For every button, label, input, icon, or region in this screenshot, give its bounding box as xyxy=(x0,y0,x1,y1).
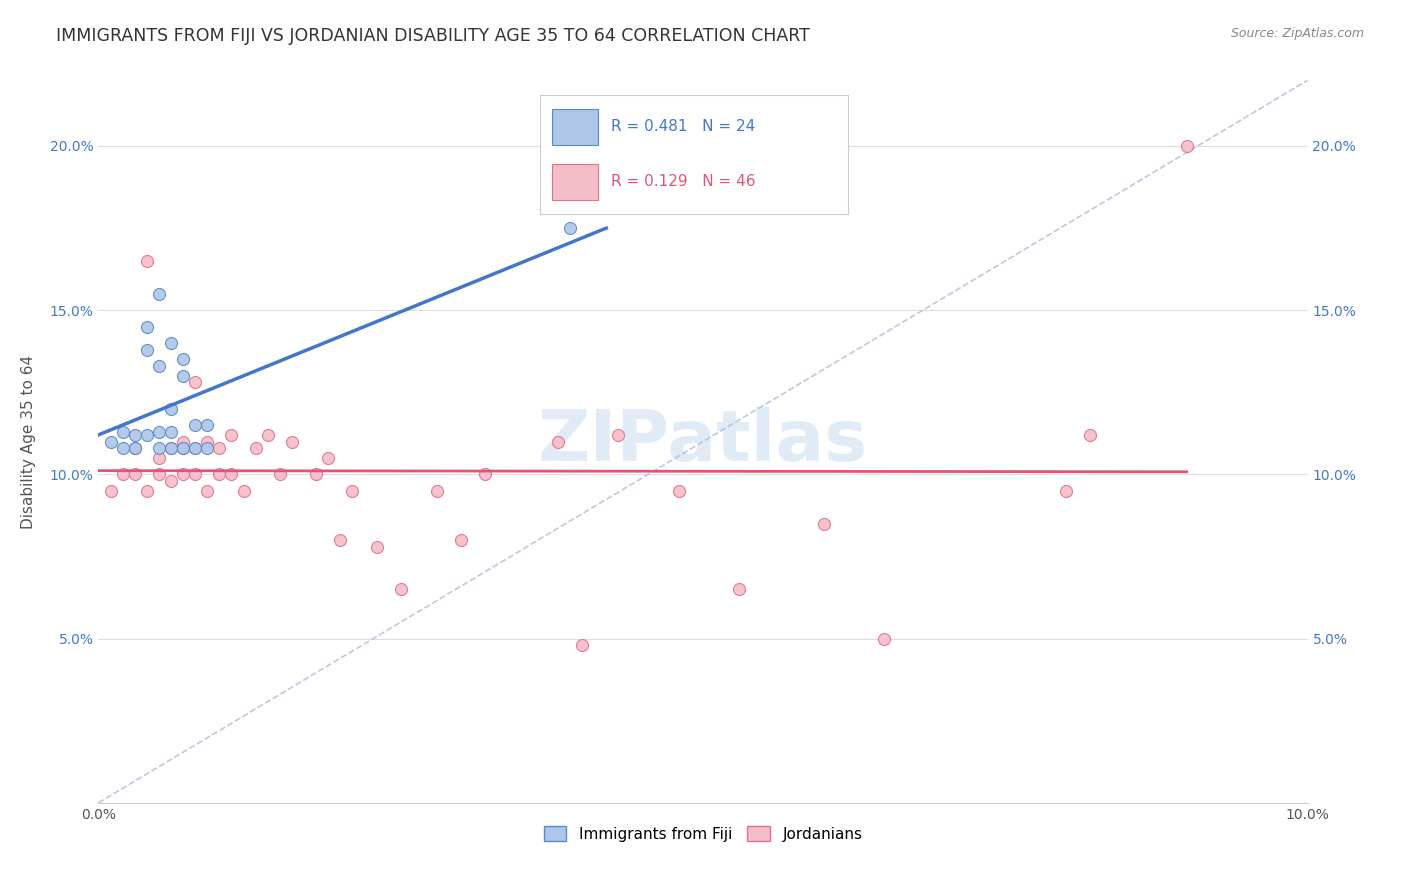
Point xyxy=(208,441,231,455)
Point xyxy=(184,441,207,455)
Point xyxy=(148,286,170,301)
Point xyxy=(208,467,231,482)
Text: Source: ZipAtlas.com: Source: ZipAtlas.com xyxy=(1230,27,1364,40)
Point xyxy=(184,467,207,482)
Point xyxy=(184,418,207,433)
Point xyxy=(124,441,146,455)
Point xyxy=(111,467,134,482)
Point xyxy=(160,474,183,488)
Point xyxy=(474,467,496,482)
Point xyxy=(450,533,472,547)
Point xyxy=(1078,428,1101,442)
Point xyxy=(221,428,243,442)
Point xyxy=(426,483,449,498)
Point xyxy=(148,359,170,373)
Point xyxy=(558,221,581,235)
Point xyxy=(124,467,146,482)
Point xyxy=(172,467,194,482)
Point xyxy=(281,434,304,449)
Point xyxy=(135,483,157,498)
Point xyxy=(221,467,243,482)
Point xyxy=(172,368,194,383)
Point xyxy=(124,428,146,442)
Point xyxy=(100,483,122,498)
Point xyxy=(269,467,291,482)
Point xyxy=(148,450,170,465)
Point xyxy=(195,441,218,455)
Point xyxy=(172,434,194,449)
Point xyxy=(160,425,183,439)
Point xyxy=(366,540,388,554)
Point xyxy=(135,343,157,357)
Point xyxy=(316,450,339,465)
Point xyxy=(245,441,267,455)
Point xyxy=(342,483,364,498)
Point xyxy=(160,401,183,416)
Point xyxy=(1175,139,1198,153)
Point xyxy=(111,425,134,439)
Point xyxy=(1054,483,1077,498)
Point xyxy=(172,441,194,455)
Point xyxy=(329,533,352,547)
Point xyxy=(124,441,146,455)
Point xyxy=(195,434,218,449)
Point xyxy=(148,425,170,439)
Point xyxy=(135,253,157,268)
Text: IMMIGRANTS FROM FIJI VS JORDANIAN DISABILITY AGE 35 TO 64 CORRELATION CHART: IMMIGRANTS FROM FIJI VS JORDANIAN DISABI… xyxy=(56,27,810,45)
Point xyxy=(148,467,170,482)
Point xyxy=(172,441,194,455)
Point xyxy=(135,428,157,442)
Point xyxy=(148,441,170,455)
Point xyxy=(195,418,218,433)
Point xyxy=(111,441,134,455)
Point xyxy=(256,428,278,442)
Point xyxy=(389,582,412,597)
Point xyxy=(305,467,328,482)
Point xyxy=(160,441,183,455)
Y-axis label: Disability Age 35 to 64: Disability Age 35 to 64 xyxy=(21,354,35,529)
Legend: Immigrants from Fiji, Jordanians: Immigrants from Fiji, Jordanians xyxy=(536,818,870,849)
Point xyxy=(172,352,194,367)
Point xyxy=(160,441,183,455)
Point xyxy=(135,319,157,334)
Point xyxy=(607,428,630,442)
Point xyxy=(728,582,751,597)
Point xyxy=(547,434,569,449)
Point xyxy=(873,632,896,646)
Text: ZIPatlas: ZIPatlas xyxy=(538,407,868,476)
Point xyxy=(160,336,183,351)
Point xyxy=(100,434,122,449)
Point xyxy=(813,516,835,531)
Point xyxy=(668,483,690,498)
Point xyxy=(195,483,218,498)
Point xyxy=(571,638,593,652)
Point xyxy=(232,483,254,498)
Point xyxy=(184,376,207,390)
Point xyxy=(184,441,207,455)
